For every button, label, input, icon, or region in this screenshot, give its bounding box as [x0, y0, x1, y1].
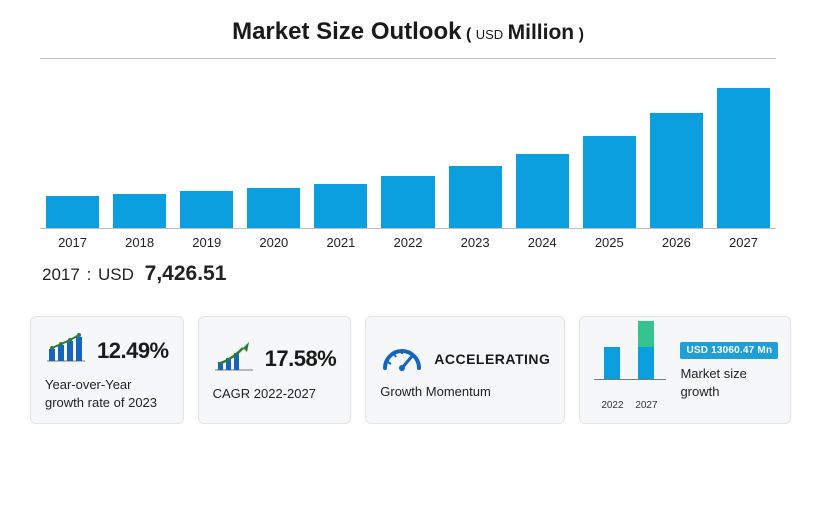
card-growth-right: USD 13060.47 Mn Market size growth: [680, 340, 778, 400]
title-row: Market Size Outlook ( USD Million ): [30, 18, 786, 46]
xlabel: 2020: [247, 235, 300, 250]
bar-wrap: [247, 188, 300, 228]
mini-bar-2027-base: [638, 347, 654, 379]
card-growth-label: Market size growth: [680, 365, 778, 400]
bar-wrap: [583, 136, 636, 228]
growth-pill: USD 13060.47 Mn: [680, 342, 778, 359]
xlabel: 2024: [516, 235, 569, 250]
bar-line-icon: [45, 331, 87, 370]
bar-wrap: [717, 88, 770, 228]
xlabel: 2026: [650, 235, 703, 250]
card-cagr-label: CAGR 2022-2027: [213, 385, 337, 403]
title-paren-close: ): [579, 26, 584, 43]
bar-wrap: [180, 191, 233, 228]
card-momentum-top: ACCELERATING: [380, 342, 550, 377]
card-momentum-label: Growth Momentum: [380, 383, 550, 401]
card-yoy-top: 12.49%: [45, 331, 169, 370]
xlabel: 2017: [46, 235, 99, 250]
title-unit-small: USD: [476, 27, 503, 42]
mini-label-2022: 2022: [598, 400, 626, 411]
mini-baseline: [594, 379, 666, 380]
bar-wrap: [650, 113, 703, 228]
callout-value: 7,426.51: [145, 262, 227, 285]
callout-year: 2017: [42, 265, 80, 284]
bar: [717, 88, 770, 228]
card-yoy-value: 12.49%: [97, 338, 169, 364]
bar: [449, 166, 502, 228]
bar: [381, 176, 434, 228]
bar-chart: 2017 2018 2019 2020 2021 2022 2023 2024 2025 2026…: [40, 58, 776, 248]
bar: [113, 194, 166, 228]
bar: [516, 154, 569, 228]
bar: [247, 188, 300, 228]
bar: [314, 184, 367, 228]
growth-arrow-icon: [213, 340, 255, 379]
xlabel: 2018: [113, 235, 166, 250]
bar-wrap: [516, 154, 569, 228]
bar: [650, 113, 703, 228]
mini-label-2027: 2027: [632, 400, 660, 411]
title-paren-open: (: [466, 26, 471, 43]
bar-chart-xlabels: 2017 2018 2019 2020 2021 2022 2023 2024 2025 2026…: [40, 229, 776, 250]
card-momentum-value: ACCELERATING: [434, 351, 550, 367]
bar: [46, 196, 99, 228]
card-cagr-value: 17.58%: [265, 346, 337, 372]
xlabel: 2019: [180, 235, 233, 250]
title-unit-big: Million: [508, 21, 575, 44]
page-root: Market Size Outlook ( USD Million ) 2017…: [0, 0, 816, 528]
callout-currency: USD: [98, 265, 134, 284]
callout-sep: :: [87, 265, 92, 284]
xlabel: 2022: [381, 235, 434, 250]
bar: [180, 191, 233, 228]
xlabel: 2025: [583, 235, 636, 250]
xlabel: 2023: [449, 235, 502, 250]
card-growth: 2022 2027 USD 13060.47 Mn Market size gr…: [579, 316, 791, 424]
bar-wrap: [314, 184, 367, 228]
mini-bar-2022: [604, 347, 620, 379]
xlabel: 2027: [717, 235, 770, 250]
title-main: Market Size Outlook: [232, 18, 461, 45]
card-yoy: 12.49% Year-over-Year growth rate of 202…: [30, 316, 184, 424]
mini-chart: 2022 2027: [590, 329, 670, 411]
card-yoy-label: Year-over-Year growth rate of 2023: [45, 376, 169, 411]
mini-bar-2027-growth: [638, 321, 654, 347]
xlabel: 2021: [314, 235, 367, 250]
bar-wrap: [113, 194, 166, 228]
bar: [583, 136, 636, 228]
cards-row: 12.49% Year-over-Year growth rate of 202…: [30, 316, 786, 424]
bar-wrap: [381, 176, 434, 228]
card-momentum: ACCELERATING Growth Momentum: [365, 316, 565, 424]
bar-wrap: [46, 196, 99, 228]
card-cagr-top: 17.58%: [213, 340, 337, 379]
bar-chart-bars: [40, 59, 776, 229]
card-cagr: 17.58% CAGR 2022-2027: [198, 316, 352, 424]
gauge-icon: [380, 342, 424, 377]
bar-wrap: [449, 166, 502, 228]
callout: 2017 : USD 7,426.51: [42, 262, 786, 286]
